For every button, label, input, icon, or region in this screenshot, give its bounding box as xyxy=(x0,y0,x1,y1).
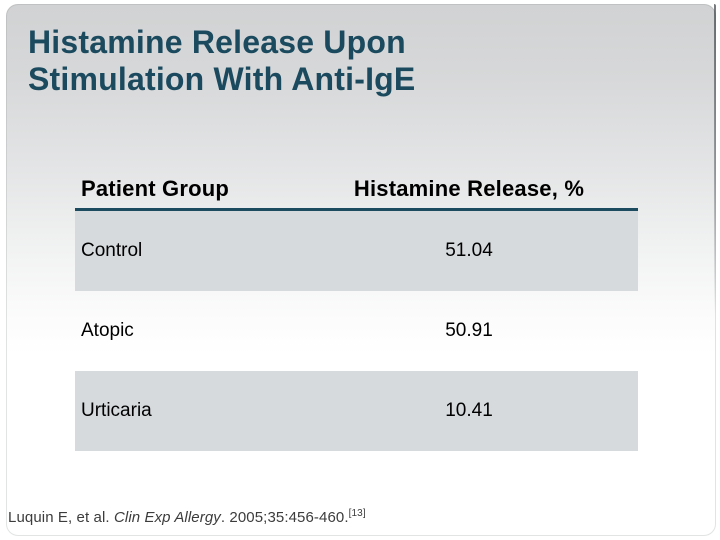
citation: Luquin E, et al. Clin Exp Allergy. 2005;… xyxy=(8,508,366,527)
slide-title: Histamine Release Upon Stimulation With … xyxy=(28,24,588,98)
row-value: 50.91 xyxy=(445,320,493,341)
row-group-label: Atopic xyxy=(81,320,134,341)
table-header-row: Patient Group Histamine Release, % xyxy=(75,170,638,208)
row-value: 51.04 xyxy=(445,240,493,261)
row-group-label: Urticaria xyxy=(81,400,152,421)
column-header-histamine-release: Histamine Release, % xyxy=(353,176,585,201)
slide-title-line-1: Histamine Release Upon xyxy=(28,24,406,60)
header-underline xyxy=(75,208,638,211)
histamine-release-table: Patient Group Histamine Release, % Contr… xyxy=(75,170,638,451)
citation-volume-pages: . 2005;35:456-460. xyxy=(220,509,349,526)
row-value: 10.41 xyxy=(445,400,493,421)
table-row: Control 51.04 xyxy=(75,211,638,291)
row-group-label: Control xyxy=(81,240,143,261)
citation-ref-superscript: [13] xyxy=(348,508,366,519)
citation-authors: Luquin E, et al. xyxy=(8,509,114,526)
table-row: Atopic 50.91 xyxy=(75,291,638,371)
column-header-patient-group: Patient Group xyxy=(81,176,230,201)
slide-right-edge-shadow xyxy=(714,4,716,314)
citation-journal: Clin Exp Allergy xyxy=(113,509,221,526)
slide-title-line-2: Stimulation With Anti-IgE xyxy=(28,61,416,97)
table-row: Urticaria 10.41 xyxy=(75,371,638,451)
